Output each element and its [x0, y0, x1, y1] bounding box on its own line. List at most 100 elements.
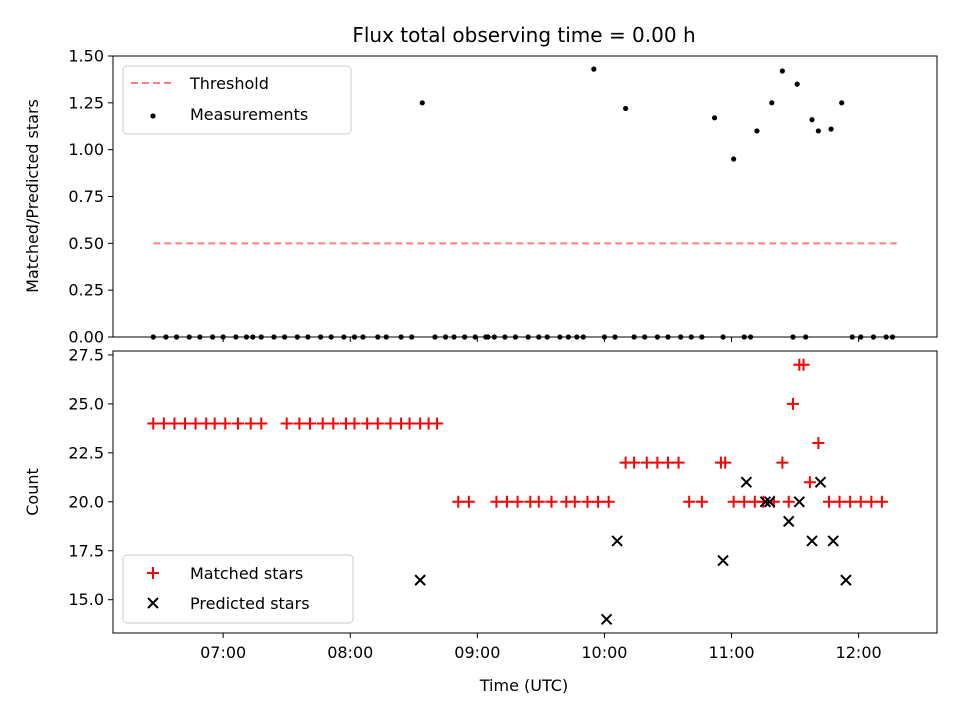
predicted-star-point: [806, 535, 818, 547]
predicted-star-point: [414, 574, 426, 586]
matched-star-point: [452, 495, 465, 508]
matched-star-point: [833, 495, 846, 508]
bottom-legend-box: [122, 554, 354, 624]
matched-star-point: [803, 476, 816, 489]
matched-star-point: [581, 495, 594, 508]
bottom-xtick-label: 09:00: [454, 643, 500, 662]
matched-star-point: [651, 456, 664, 469]
bottom-y-axis-label: Count: [23, 468, 42, 516]
predicted-star-point: [827, 535, 839, 547]
top-ytick-label: 1.25: [68, 93, 104, 112]
top-ytick-label: 0.50: [68, 234, 104, 253]
matched-star-point: [545, 495, 558, 508]
matched-star-point: [786, 397, 799, 410]
bottom-xtick-label: 08:00: [327, 643, 373, 662]
bottom-ytick-label: 27.5: [68, 345, 104, 364]
top-legend: Threshold Measurements: [122, 65, 352, 135]
matched-star-point: [628, 456, 641, 469]
predicted-star-point: [840, 574, 852, 586]
legend-threshold-label: Threshold: [189, 74, 269, 93]
measurement-point: [754, 128, 760, 134]
matched-star-point: [568, 495, 581, 508]
measurement-point: [623, 105, 629, 112]
matched-star-point: [640, 456, 653, 469]
matched-star-point: [490, 495, 503, 508]
top-y-ticks: 0.00 0.25 0.50 0.75 1.00 1.25 1.50: [68, 47, 113, 347]
matched-star-point: [875, 495, 888, 508]
matched-star-point: [208, 417, 221, 430]
legend-predicted-swatch: [147, 597, 159, 609]
bottom-ytick-label: 20.0: [68, 492, 104, 511]
matched-star-point: [189, 417, 202, 430]
matched-star-point: [348, 417, 361, 430]
top-ytick-label: 0.00: [68, 328, 104, 347]
bottom-x-ticks: 07:00 08:00 09:00 10:00 11:00 12:00: [200, 633, 882, 662]
matched-star-point: [431, 417, 444, 430]
bottom-xtick-label: 10:00: [581, 643, 627, 662]
measurement-point: [591, 66, 597, 72]
matched-star-point: [303, 417, 316, 430]
bottom-ytick-label: 25.0: [68, 394, 104, 413]
measurement-point: [731, 156, 737, 162]
measurement-point: [828, 126, 834, 132]
bottom-axes: 15.0 17.5 20.0 22.5 25.0 27.5 07:00 08:00 09:00…: [23, 345, 938, 695]
top-ytick-label: 1.50: [68, 47, 104, 66]
matched-star-point: [602, 495, 615, 508]
bottom-ytick-label: 22.5: [68, 443, 104, 462]
bottom-y-ticks: 15.0 17.5 20.0 22.5 25.0 27.5: [68, 345, 113, 609]
matched-star-point: [757, 495, 770, 508]
matched-star-point: [327, 417, 340, 430]
predicted-star-point: [763, 496, 776, 508]
bottom-xtick-label: 12:00: [836, 643, 882, 662]
matched-star-point: [727, 495, 740, 508]
matched-star-point: [822, 495, 835, 508]
bottom-axes-frame: [112, 350, 938, 634]
top-ytick-label: 0.25: [68, 281, 104, 300]
matched-star-point: [683, 495, 696, 508]
matched-star-point: [500, 495, 513, 508]
legend-measurements-label: Measurements: [190, 105, 308, 124]
predicted-star-point: [814, 476, 827, 488]
matched-star-point: [672, 456, 685, 469]
top-ytick-label: 1.00: [68, 140, 104, 159]
matched-star-point: [244, 417, 257, 430]
legend-matched-swatch: [147, 567, 159, 579]
top-y-axis-label: Matched/Predicted stars: [23, 99, 42, 293]
legend-measurements-swatch: [150, 113, 156, 119]
matched-star-point: [168, 417, 181, 430]
matched-star-point: [844, 495, 857, 508]
matched-star-point: [776, 456, 789, 469]
matched-star-point: [316, 417, 329, 430]
measurement-point: [794, 81, 800, 87]
matched-star-point: [280, 417, 293, 430]
matched-star-point: [532, 495, 545, 508]
legend-predicted-label: Predicted stars: [190, 594, 310, 613]
top-ytick-label: 0.75: [68, 187, 104, 206]
bottom-xtick-label: 11:00: [708, 643, 754, 662]
predicted-star-point: [600, 613, 613, 625]
matched-star-point: [255, 417, 268, 430]
bottom-plot-marks: [147, 358, 888, 625]
matched-star-point: [797, 358, 810, 371]
matched-star-point: [403, 417, 416, 430]
predicted-star-point: [759, 496, 772, 508]
matched-star-point: [384, 417, 397, 430]
measurement-point: [711, 115, 718, 121]
matched-star-point: [592, 495, 605, 508]
top-chart-title: Flux total observing time = 0.00 h: [352, 23, 695, 47]
predicted-star-point: [783, 515, 795, 528]
matched-star-point: [179, 417, 192, 430]
matched-star-point: [661, 456, 674, 469]
bottom-ytick-label: 15.0: [68, 590, 104, 609]
legend-matched-label: Matched stars: [190, 564, 303, 583]
measurement-point: [419, 100, 425, 106]
matched-star-point: [782, 495, 795, 508]
matched-star-point: [738, 495, 751, 508]
predicted-star-point: [793, 496, 806, 508]
matched-star-point: [371, 417, 384, 430]
measurement-point: [815, 128, 821, 134]
bottom-legend: Matched stars Predicted stars: [122, 554, 354, 624]
top-axes: 0.00 0.25 0.50 0.75 1.00 1.25 1.50 Matched/Pre…: [23, 47, 938, 347]
matched-star-point: [462, 495, 475, 508]
predicted-star-point: [611, 535, 623, 547]
